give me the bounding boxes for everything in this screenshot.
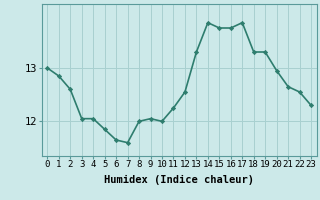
X-axis label: Humidex (Indice chaleur): Humidex (Indice chaleur) [104, 175, 254, 185]
